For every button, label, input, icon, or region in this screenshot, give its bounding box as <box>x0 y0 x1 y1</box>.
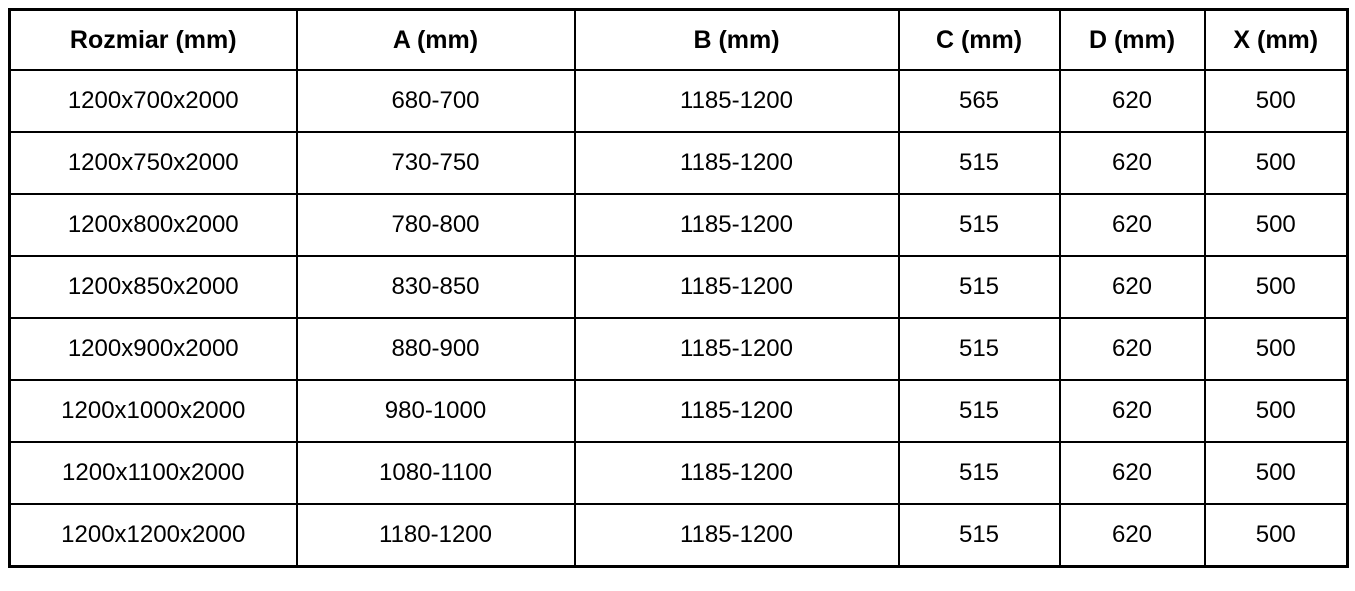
cell-rozmiar: 1200x850x2000 <box>8 255 298 319</box>
cell-b: 1185-1200 <box>573 255 900 319</box>
table-row: 1200x750x2000 730-750 1185-1200 515 620 … <box>8 131 1349 195</box>
cell-d: 620 <box>1058 131 1206 195</box>
cell-c: 515 <box>897 255 1061 319</box>
cell-c: 515 <box>897 317 1061 381</box>
cell-rozmiar: 1200x900x2000 <box>8 317 298 381</box>
cell-a: 1080-1100 <box>295 441 576 505</box>
cell-c: 515 <box>897 193 1061 257</box>
cell-rozmiar: 1200x1200x2000 <box>8 503 298 568</box>
size-specification-table: Rozmiar (mm) A (mm) B (mm) C (mm) D (mm)… <box>8 8 1349 568</box>
cell-c: 515 <box>897 503 1061 568</box>
cell-d: 620 <box>1058 441 1206 505</box>
table-row: 1200x700x2000 680-700 1185-1200 565 620 … <box>8 69 1349 133</box>
cell-rozmiar: 1200x700x2000 <box>8 69 298 133</box>
cell-a: 1180-1200 <box>295 503 576 568</box>
cell-d: 620 <box>1058 255 1206 319</box>
col-header-d: D (mm) <box>1058 8 1206 71</box>
cell-b: 1185-1200 <box>573 69 900 133</box>
col-header-x: X (mm) <box>1203 8 1349 71</box>
col-header-c: C (mm) <box>897 8 1061 71</box>
cell-c: 565 <box>897 69 1061 133</box>
table-row: 1200x850x2000 830-850 1185-1200 515 620 … <box>8 255 1349 319</box>
col-header-rozmiar: Rozmiar (mm) <box>8 8 298 71</box>
cell-d: 620 <box>1058 193 1206 257</box>
cell-rozmiar: 1200x750x2000 <box>8 131 298 195</box>
cell-b: 1185-1200 <box>573 441 900 505</box>
table-row: 1200x1000x2000 980-1000 1185-1200 515 62… <box>8 379 1349 443</box>
table-row: 1200x1100x2000 1080-1100 1185-1200 515 6… <box>8 441 1349 505</box>
cell-d: 620 <box>1058 503 1206 568</box>
cell-a: 680-700 <box>295 69 576 133</box>
cell-c: 515 <box>897 441 1061 505</box>
cell-c: 515 <box>897 131 1061 195</box>
cell-x: 500 <box>1203 503 1349 568</box>
table-row: 1200x1200x2000 1180-1200 1185-1200 515 6… <box>8 503 1349 568</box>
cell-b: 1185-1200 <box>573 317 900 381</box>
cell-x: 500 <box>1203 255 1349 319</box>
cell-rozmiar: 1200x1000x2000 <box>8 379 298 443</box>
col-header-a: A (mm) <box>295 8 576 71</box>
header-row: Rozmiar (mm) A (mm) B (mm) C (mm) D (mm)… <box>8 8 1349 71</box>
cell-c: 515 <box>897 379 1061 443</box>
cell-d: 620 <box>1058 69 1206 133</box>
cell-d: 620 <box>1058 317 1206 381</box>
cell-rozmiar: 1200x1100x2000 <box>8 441 298 505</box>
col-header-b: B (mm) <box>573 8 900 71</box>
cell-a: 880-900 <box>295 317 576 381</box>
cell-b: 1185-1200 <box>573 131 900 195</box>
cell-x: 500 <box>1203 441 1349 505</box>
cell-x: 500 <box>1203 317 1349 381</box>
cell-b: 1185-1200 <box>573 503 900 568</box>
table-row: 1200x900x2000 880-900 1185-1200 515 620 … <box>8 317 1349 381</box>
cell-a: 980-1000 <box>295 379 576 443</box>
cell-b: 1185-1200 <box>573 193 900 257</box>
cell-a: 730-750 <box>295 131 576 195</box>
cell-a: 780-800 <box>295 193 576 257</box>
cell-x: 500 <box>1203 379 1349 443</box>
cell-x: 500 <box>1203 131 1349 195</box>
cell-b: 1185-1200 <box>573 379 900 443</box>
table-row: 1200x800x2000 780-800 1185-1200 515 620 … <box>8 193 1349 257</box>
cell-d: 620 <box>1058 379 1206 443</box>
cell-x: 500 <box>1203 193 1349 257</box>
cell-x: 500 <box>1203 69 1349 133</box>
cell-rozmiar: 1200x800x2000 <box>8 193 298 257</box>
cell-a: 830-850 <box>295 255 576 319</box>
